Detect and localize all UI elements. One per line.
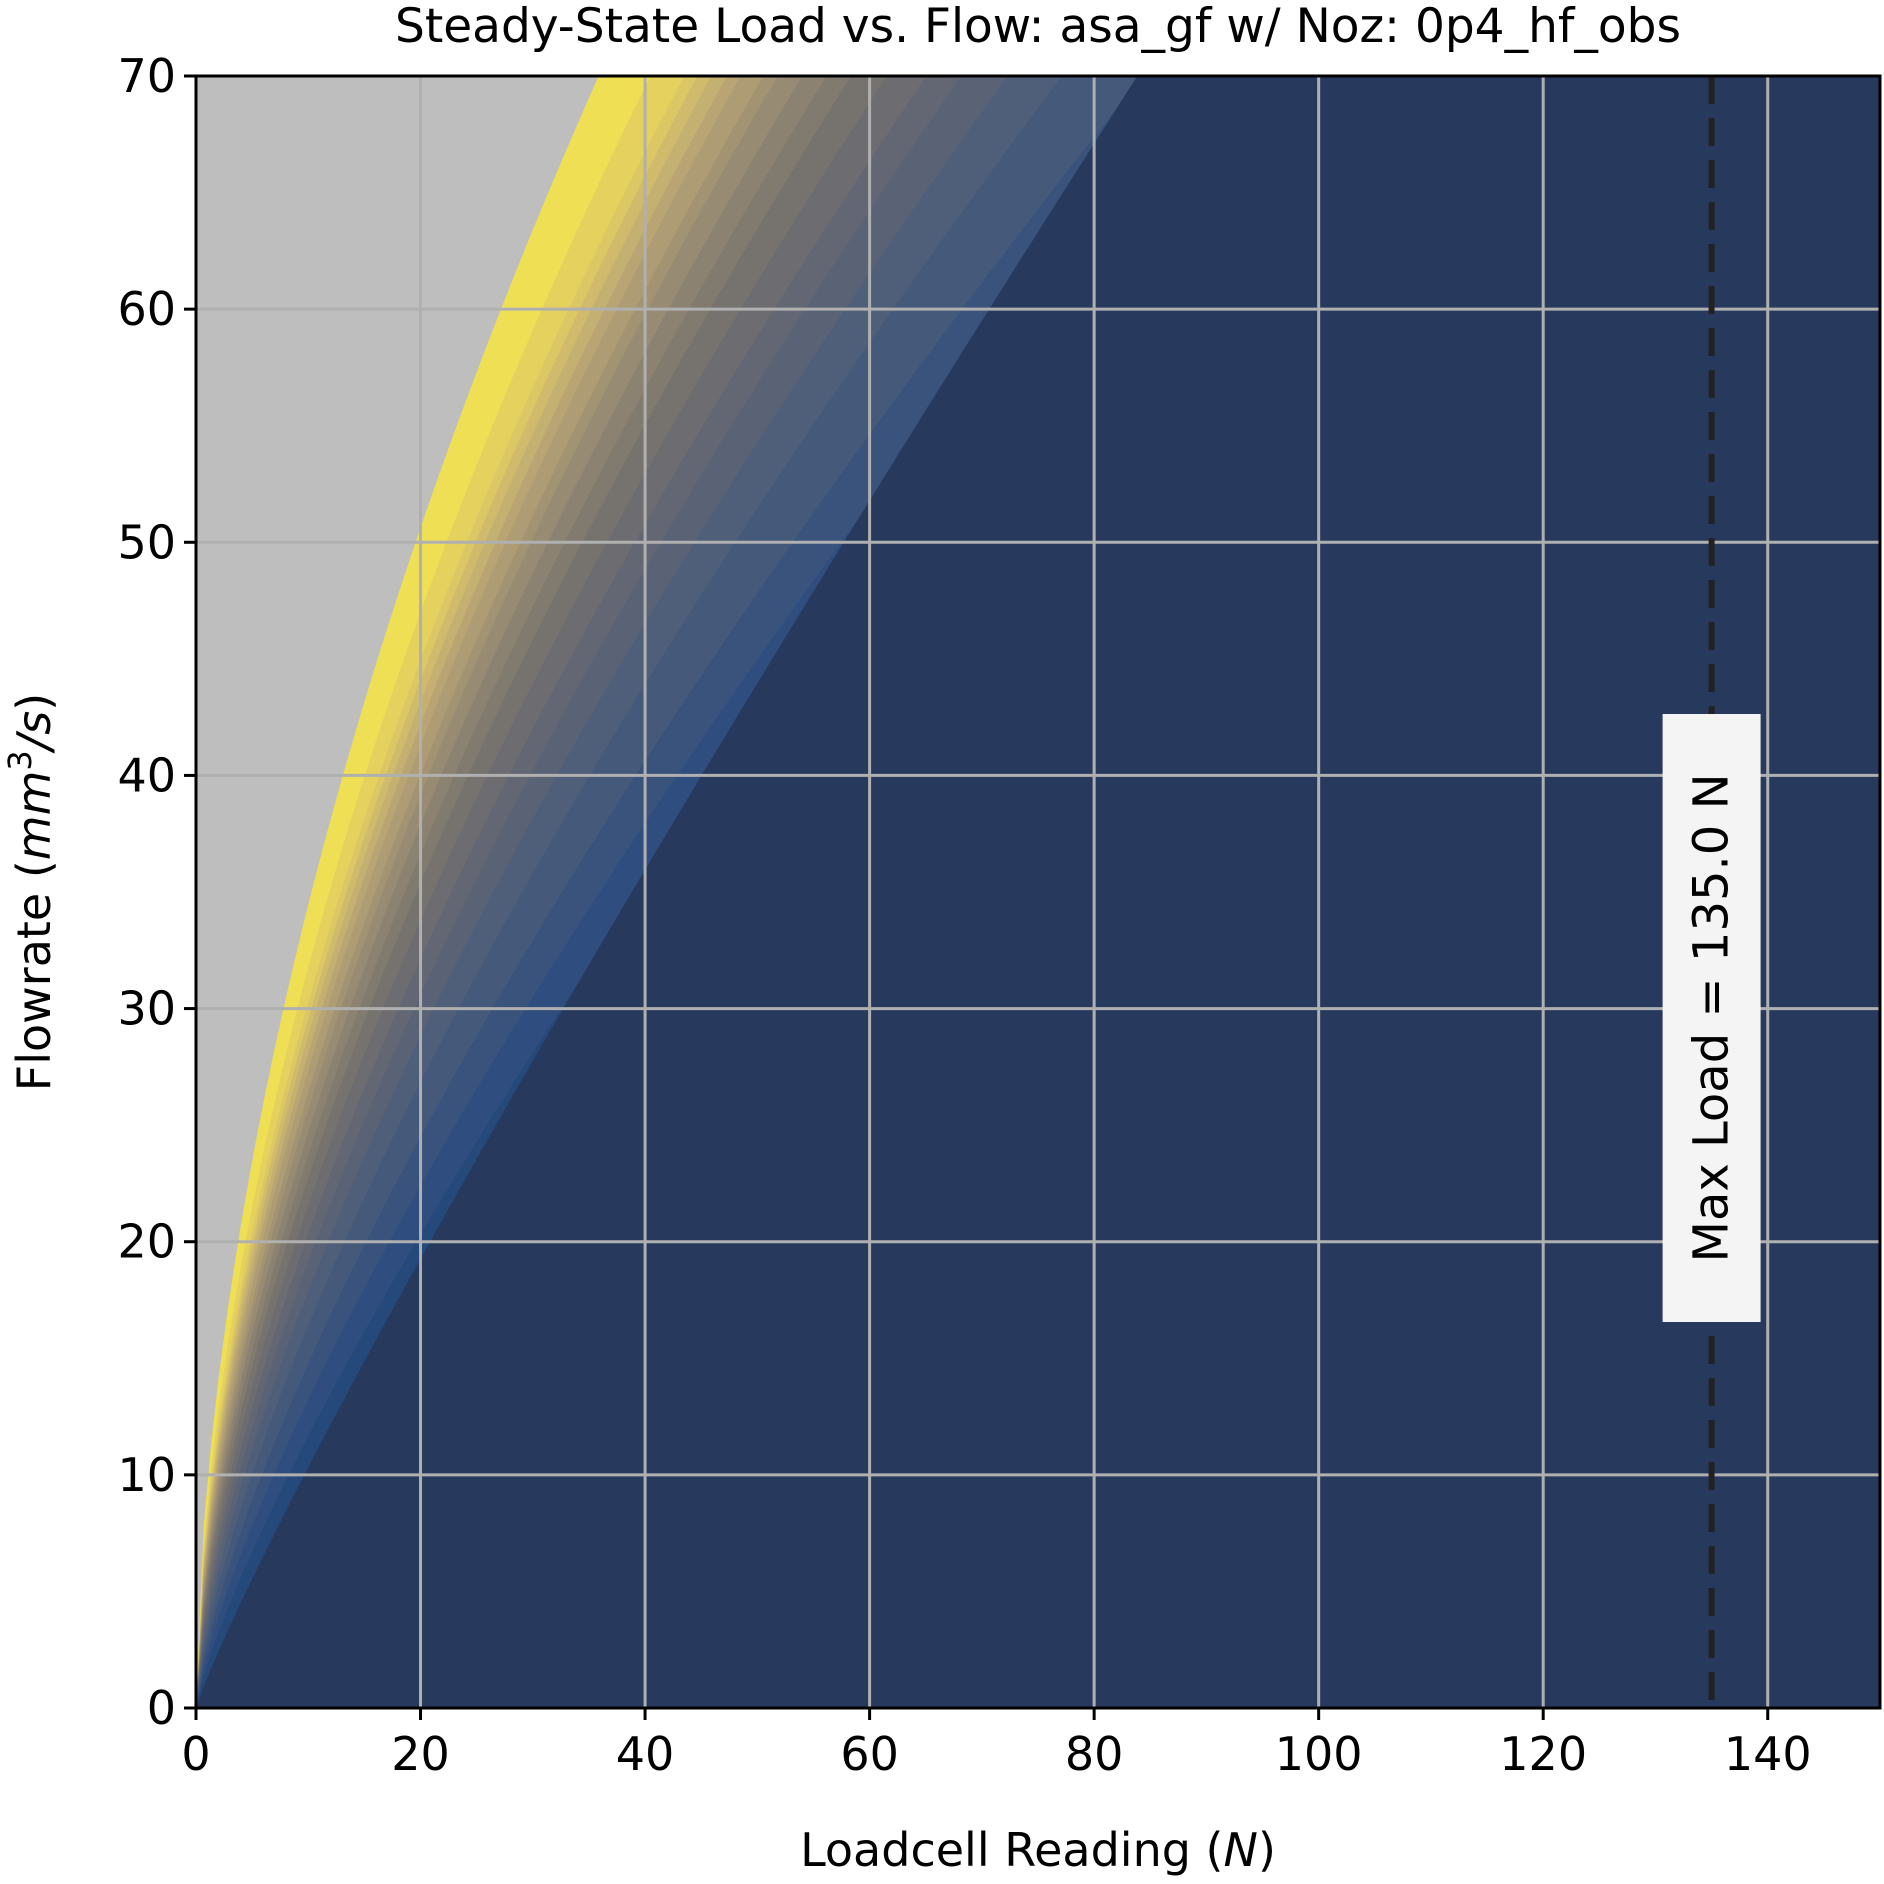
max-load-annotation-box — [1662, 714, 1761, 1322]
area-bands — [196, 76, 1880, 1708]
x-tick-label: 120 — [1499, 1727, 1587, 1781]
y-axis-title-unit-base: mm — [7, 771, 61, 861]
y-axis-title-paren-close: ) — [7, 693, 61, 711]
x-tick-label: 0 — [181, 1727, 210, 1781]
x-axis-title-text: Loadcell Reading — [800, 1823, 1191, 1877]
x-tick-label: 60 — [840, 1727, 899, 1781]
max-load-annotation-label: Max Load = 135.0 N — [1684, 774, 1740, 1263]
x-axis-ticks: 0 20 40 60 80 100 120 140 — [181, 1708, 1812, 1781]
y-axis-ticks: 0 10 20 30 40 50 60 70 — [117, 49, 196, 1735]
y-axis-title-unit-exp: 3 — [1, 750, 39, 770]
y-tick-label: 60 — [117, 282, 176, 336]
x-tick-label: 20 — [391, 1727, 450, 1781]
y-axis-title-text: Flowrate — [7, 893, 61, 1091]
y-tick-label: 0 — [147, 1681, 176, 1735]
x-axis-title-unit: N — [1224, 1823, 1258, 1877]
y-axis-title-unit-tail: /s — [7, 711, 61, 754]
x-tick-label: 40 — [616, 1727, 675, 1781]
x-tick-label: 100 — [1275, 1727, 1363, 1781]
y-tick-label: 70 — [117, 49, 176, 103]
y-tick-label: 20 — [117, 1215, 176, 1269]
x-axis-title: Loadcell Reading (N) — [800, 1823, 1276, 1877]
y-tick-label: 30 — [117, 982, 176, 1036]
y-axis-title: Flowrate (mm3/s) — [1, 693, 61, 1091]
x-tick-label: 80 — [1065, 1727, 1124, 1781]
flow-band-0 — [196, 76, 1880, 1708]
chart-title: Steady-State Load vs. Flow: asa_gf w/ No… — [395, 0, 1681, 54]
x-tick-label: 140 — [1724, 1727, 1812, 1781]
x-axis-title-paren-close: ) — [1258, 1823, 1276, 1877]
max-load-annotation: Max Load = 135.0 N — [1662, 714, 1761, 1322]
y-tick-label: 10 — [117, 1448, 176, 1502]
y-tick-label: 40 — [117, 748, 176, 802]
y-axis-title-paren-open: ( — [7, 860, 61, 893]
grid — [196, 76, 1880, 1708]
y-tick-label: 50 — [117, 515, 176, 569]
x-axis-title-paren-open: ( — [1191, 1823, 1224, 1877]
plot-frame — [194, 74, 1882, 1710]
